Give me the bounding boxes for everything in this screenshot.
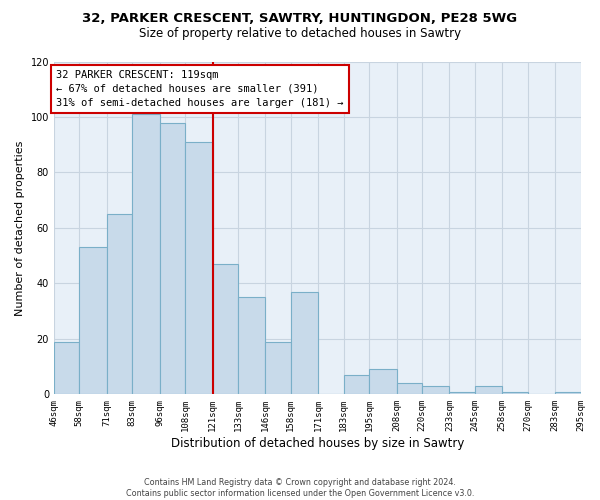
Bar: [132, 114, 160, 394]
Bar: [185, 142, 212, 395]
Bar: [475, 386, 502, 394]
Bar: [265, 342, 291, 394]
Text: 32 PARKER CRESCENT: 119sqm
← 67% of detached houses are smaller (391)
31% of sem: 32 PARKER CRESCENT: 119sqm ← 67% of deta…: [56, 70, 344, 108]
Bar: [291, 292, 318, 395]
Text: Contains HM Land Registry data © Crown copyright and database right 2024.
Contai: Contains HM Land Registry data © Crown c…: [126, 478, 474, 498]
Bar: [581, 392, 600, 394]
Bar: [502, 392, 527, 394]
X-axis label: Distribution of detached houses by size in Sawtry: Distribution of detached houses by size …: [170, 437, 464, 450]
Bar: [555, 392, 581, 394]
Bar: [344, 375, 369, 394]
Text: Size of property relative to detached houses in Sawtry: Size of property relative to detached ho…: [139, 28, 461, 40]
Bar: [397, 383, 422, 394]
Bar: [79, 248, 107, 394]
Bar: [54, 342, 79, 394]
Text: 32, PARKER CRESCENT, SAWTRY, HUNTINGDON, PE28 5WG: 32, PARKER CRESCENT, SAWTRY, HUNTINGDON,…: [82, 12, 518, 26]
Bar: [238, 298, 265, 394]
Y-axis label: Number of detached properties: Number of detached properties: [15, 140, 25, 316]
Bar: [449, 392, 475, 394]
Bar: [369, 370, 397, 394]
Bar: [212, 264, 238, 394]
Bar: [160, 122, 185, 394]
Bar: [107, 214, 132, 394]
Bar: [422, 386, 449, 394]
